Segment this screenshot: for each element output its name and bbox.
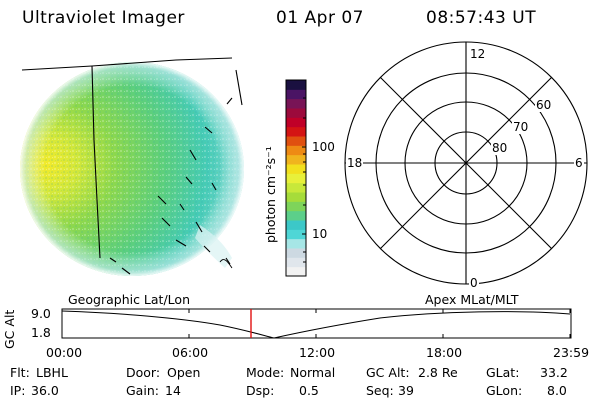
earth-disk xyxy=(20,62,244,276)
colorbar-band xyxy=(286,210,306,221)
colorbar-band xyxy=(286,266,306,277)
status-gcalt-key: GC Alt: xyxy=(366,365,410,380)
status-filter-key: Flt: xyxy=(10,365,30,380)
strip-y-min: 1.8 xyxy=(31,325,51,340)
colorbar-band xyxy=(286,229,306,240)
strip-frame xyxy=(61,308,572,339)
colorbar-tick-marks xyxy=(302,97,306,263)
colorbar-band xyxy=(286,154,306,165)
colorbar-tick-100: 100 xyxy=(312,140,335,154)
strip-left-title: Geographic Lat/Lon xyxy=(68,292,190,307)
colorbar-band xyxy=(286,117,306,128)
status-seq-key: Seq: xyxy=(366,383,394,398)
mlt-label-0: 0 xyxy=(469,276,479,290)
strip-time-1800: 18:00 xyxy=(426,345,463,360)
mlt-label-18: 18 xyxy=(346,156,364,170)
status-glon-key: GLon: xyxy=(486,383,523,398)
colorbar-band xyxy=(286,164,306,174)
colorbar-band xyxy=(286,220,306,230)
status-glat-key: GLat: xyxy=(486,365,520,380)
strip-ticks xyxy=(61,309,571,338)
status-door-value: Open xyxy=(167,365,201,380)
colorbar-band xyxy=(286,192,306,202)
colorbar-band xyxy=(286,257,306,268)
status-door-key: Door: xyxy=(126,365,161,380)
status-mode-value: Normal xyxy=(290,365,336,380)
status-gcalt-value: 2.8 Re xyxy=(418,365,458,380)
orbit-altitude-curve xyxy=(61,310,571,339)
date-label: 01 Apr 07 xyxy=(276,8,364,28)
strip-right-title: Apex MLat/MLT xyxy=(425,292,519,307)
status-dsp-value: 0.5 xyxy=(299,383,319,398)
strip-time-0000: 00:00 xyxy=(46,345,83,360)
colorbar-band xyxy=(286,182,306,193)
colorbar-gradient xyxy=(286,80,306,277)
status-mode-key: Mode: xyxy=(246,365,285,380)
status-gain-value: 14 xyxy=(165,383,181,398)
colorbar-band xyxy=(286,98,306,109)
status-ip-key: IP: xyxy=(10,383,26,398)
status-seq-value: 39 xyxy=(398,383,414,398)
colorbar-band xyxy=(286,145,306,156)
status-filter-value: LBHL xyxy=(36,365,68,380)
colorbar-band xyxy=(286,201,306,212)
status-glon-value: 8.0 xyxy=(547,383,567,398)
mlt-label-12: 12 xyxy=(469,47,487,61)
lat-label-70: 70 xyxy=(512,120,530,134)
strip-time-1200: 12:00 xyxy=(299,345,336,360)
polar-diagonal-2 xyxy=(380,77,552,249)
time-label: 08:57:43 UT xyxy=(426,8,537,28)
lat-label-60: 60 xyxy=(535,98,553,112)
lat-label-80: 80 xyxy=(491,141,509,155)
geographic-grid-lines xyxy=(21,57,243,275)
strip-y-max: 9.0 xyxy=(31,306,51,321)
colorbar-band xyxy=(286,126,306,137)
colorbar-band xyxy=(286,89,306,100)
status-gain-key: Gain: xyxy=(126,383,159,398)
status-ip-value: 36.0 xyxy=(31,383,59,398)
colorbar-band xyxy=(286,173,306,184)
status-glat-value: 33.2 xyxy=(540,365,568,380)
colorbar-band xyxy=(286,80,306,90)
colorbar-band xyxy=(286,136,306,146)
colorbar-band xyxy=(286,108,306,118)
mlt-label-6: 6 xyxy=(574,156,584,170)
colorbar-band xyxy=(286,248,306,258)
status-dsp-key: Dsp: xyxy=(246,383,275,398)
strip-time-0600: 06:00 xyxy=(172,345,209,360)
colorbar-band xyxy=(286,238,306,249)
strip-time-2359: 23:59 xyxy=(553,345,590,360)
instrument-title: Ultraviolet Imager xyxy=(22,8,185,28)
colorbar-tick-10: 10 xyxy=(312,227,328,241)
